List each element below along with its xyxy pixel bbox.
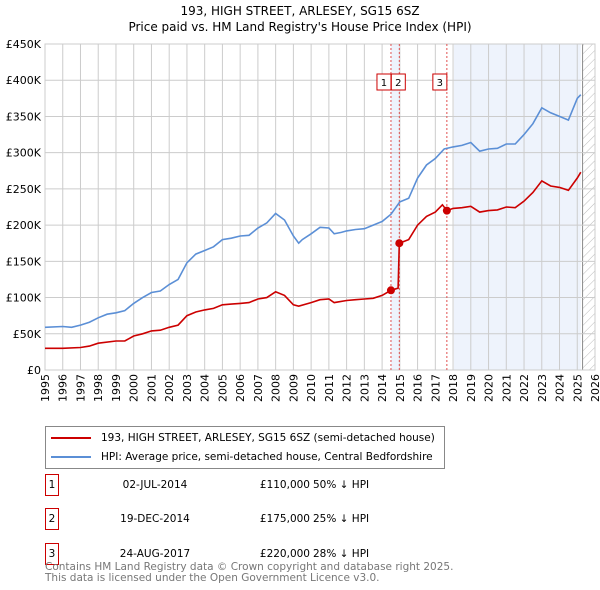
sale-price: £110,000 bbox=[259, 479, 310, 491]
x-tick-label: 2009 bbox=[287, 374, 300, 402]
x-tick-label: 2024 bbox=[554, 374, 567, 402]
table-row: 3 24-AUG-2017 £220,000 28% ↓ HPI bbox=[45, 543, 445, 565]
y-tick-label: £50K bbox=[13, 328, 42, 341]
sale-date: 02-JUL-2014 bbox=[122, 479, 188, 491]
x-tick-label: 2010 bbox=[305, 374, 318, 402]
legend-blue-line bbox=[51, 456, 91, 458]
chart-title: 193, HIGH STREET, ARLESEY, SG15 6SZ bbox=[180, 4, 420, 18]
x-tick-label: 1998 bbox=[92, 374, 105, 402]
sale-point bbox=[395, 239, 404, 248]
sale-hpi: 28% ↓ HPI bbox=[313, 548, 370, 560]
x-tick-label: 2018 bbox=[447, 374, 460, 402]
y-tick-label: £0 bbox=[27, 364, 41, 377]
legend-hpi: HPI: Average price, semi-detached house,… bbox=[101, 451, 433, 463]
sale-hpi: 25% ↓ HPI bbox=[313, 513, 370, 525]
x-tick-label: 2017 bbox=[429, 374, 442, 402]
sale-date: 19-DEC-2014 bbox=[120, 513, 190, 525]
x-tick-label: 2004 bbox=[199, 374, 212, 402]
sale-label: 1 bbox=[381, 78, 387, 89]
sale-marker: 3 bbox=[45, 543, 59, 565]
forecast-hatch bbox=[582, 44, 595, 370]
series-line bbox=[44, 94, 582, 329]
x-tick-label: 2008 bbox=[270, 374, 283, 402]
x-tick-label: 2016 bbox=[412, 374, 425, 402]
table-row: 2 19-DEC-2014 £175,000 25% ↓ HPI bbox=[45, 508, 445, 530]
footer-line-1: Contains HM Land Registry data © Crown c… bbox=[45, 561, 454, 573]
price-chart: 1995 1996 1997 1998 1999 2000 2001 2002 2003 2004… bbox=[6, 38, 600, 402]
x-tick-label: 2002 bbox=[163, 374, 176, 402]
sale-date: 24-AUG-2017 bbox=[119, 548, 191, 560]
x-tick-label: 1997 bbox=[74, 374, 87, 402]
x-tick-label: 2011 bbox=[323, 374, 336, 402]
sale-point bbox=[386, 286, 395, 295]
x-tick-label: 2006 bbox=[234, 374, 247, 402]
x-tick-label: 1995 bbox=[39, 374, 52, 402]
chart-subtitle: Price paid vs. HM Land Registry's House … bbox=[128, 20, 472, 34]
sale-marker: 1 bbox=[45, 474, 59, 496]
sale-label: 3 bbox=[437, 78, 443, 89]
y-tick-label: £250K bbox=[6, 183, 42, 196]
x-tick-label: 1999 bbox=[110, 374, 123, 402]
x-tick-label: 2020 bbox=[483, 374, 496, 402]
x-tick-label: 2014 bbox=[376, 374, 389, 402]
sale-label-box bbox=[432, 73, 448, 91]
sale-label-box bbox=[390, 73, 406, 91]
legend-red-line bbox=[51, 437, 91, 439]
x-tick-label: 2025 bbox=[571, 374, 584, 402]
table-row: 1 02-JUL-2014 £110,000 50% ↓ HPI bbox=[45, 474, 445, 496]
x-tick-label: 1996 bbox=[57, 374, 70, 402]
legend: 193, HIGH STREET, ARLESEY, SG15 6SZ (sem… bbox=[45, 426, 445, 469]
y-tick-label: £400K bbox=[6, 74, 42, 87]
series-line bbox=[45, 171, 582, 350]
legend-property: 193, HIGH STREET, ARLESEY, SG15 6SZ (sem… bbox=[101, 432, 435, 444]
y-tick-label: £450K bbox=[6, 38, 42, 51]
sale-price: £175,000 bbox=[259, 513, 310, 525]
x-tick-label: 2026 bbox=[589, 374, 600, 402]
x-tick-label: 2007 bbox=[252, 374, 265, 402]
shaded-range bbox=[390, 44, 400, 370]
y-tick-label: £100K bbox=[6, 292, 42, 305]
y-tick-label: £350K bbox=[6, 110, 42, 123]
sale-hpi: 50% ↓ HPI bbox=[313, 479, 370, 491]
sale-price: £220,000 bbox=[259, 548, 310, 560]
x-tick-label: 2012 bbox=[341, 374, 354, 402]
y-tick-label: £300K bbox=[6, 147, 42, 160]
x-tick-label: 2003 bbox=[181, 374, 194, 402]
x-tick-label: 2013 bbox=[358, 374, 371, 402]
sale-point bbox=[442, 206, 451, 215]
x-tick-label: 2021 bbox=[500, 374, 513, 402]
x-tick-label: 2000 bbox=[128, 374, 141, 402]
x-tick-label: 2015 bbox=[394, 374, 407, 402]
y-tick-label: £150K bbox=[6, 255, 42, 268]
x-tick-label: 2023 bbox=[536, 374, 549, 402]
x-tick-label: 2005 bbox=[216, 374, 229, 402]
sale-marker: 2 bbox=[45, 508, 59, 530]
x-tick-label: 2001 bbox=[145, 374, 158, 402]
x-tick-label: 2019 bbox=[465, 374, 478, 402]
y-tick-label: £200K bbox=[6, 219, 42, 232]
x-tick-label: 2022 bbox=[518, 374, 531, 402]
sale-label: 2 bbox=[395, 78, 401, 89]
footer-line-2: This data is licensed under the Open Gov… bbox=[45, 572, 380, 584]
plot-border bbox=[44, 43, 596, 371]
footer: Contains HM Land Registry data © Crown c… bbox=[45, 562, 453, 584]
